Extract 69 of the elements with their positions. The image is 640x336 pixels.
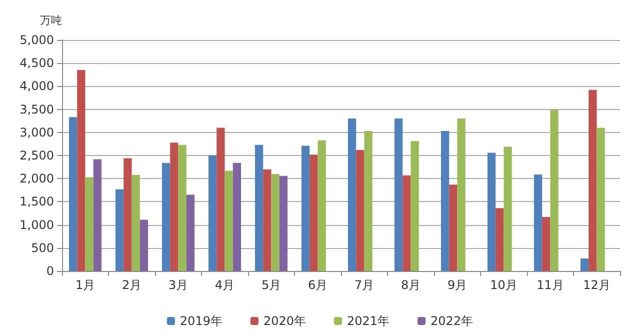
legend-label: 2021年 <box>347 314 390 328</box>
bar <box>162 162 170 271</box>
bar <box>318 140 326 271</box>
bar <box>254 144 264 271</box>
y-tick-label: 5,000 <box>20 33 54 47</box>
x-tick-label: 6月 <box>308 278 328 292</box>
bar <box>504 146 512 271</box>
bar <box>232 162 242 271</box>
bar <box>550 110 558 271</box>
bar <box>271 174 280 271</box>
y-tick-label: 4,000 <box>20 79 54 94</box>
legend-label: 2020年 <box>263 314 306 328</box>
y-tick-label: 1,000 <box>20 218 54 232</box>
bar <box>263 169 272 271</box>
bar <box>186 194 195 271</box>
bar <box>132 174 140 271</box>
y-tick-label: 4,500 <box>20 56 54 70</box>
x-tick-label: 5月 <box>261 278 282 292</box>
bar <box>402 175 411 271</box>
bar <box>440 131 450 271</box>
bar <box>279 176 288 271</box>
y-tick-label: 500 <box>31 240 54 255</box>
bar <box>356 150 364 271</box>
x-tick-label: 9月 <box>447 278 468 292</box>
x-tick-label: 4月 <box>214 278 235 292</box>
bar <box>301 146 310 271</box>
x-tick-label: 11月 <box>536 278 564 292</box>
legend-label: 2022年 <box>430 314 474 328</box>
x-tick-label: 3月 <box>168 278 188 292</box>
bar <box>496 208 504 271</box>
bar <box>534 174 542 271</box>
y-tick-label: 3,500 <box>20 102 54 116</box>
bar <box>364 131 372 271</box>
bar <box>178 144 186 271</box>
bar <box>348 118 356 271</box>
bar <box>115 189 124 271</box>
x-tick-label: 1月 <box>75 278 96 292</box>
y-axis-title: 万吨 <box>40 14 62 27</box>
y-tick-label: 3,000 <box>20 125 54 140</box>
bar <box>124 158 132 271</box>
bar <box>77 70 86 271</box>
bar <box>580 258 589 271</box>
y-tick-label: 0 <box>46 264 54 278</box>
y-tick-label: 2,500 <box>20 148 54 162</box>
bar <box>93 159 102 271</box>
bar <box>394 118 403 271</box>
bar <box>140 220 148 271</box>
bar <box>224 170 233 271</box>
y-tick-label: 1,500 <box>20 194 54 209</box>
bar <box>68 117 78 271</box>
bar <box>170 142 178 271</box>
bar <box>487 152 496 271</box>
x-tick-label: 12月 <box>583 278 610 292</box>
bar <box>596 128 605 271</box>
bar <box>208 156 217 271</box>
y-tick-label: 2,000 <box>20 172 54 186</box>
x-tick-label: 10月 <box>490 278 518 292</box>
x-tick-label: 7月 <box>354 278 374 292</box>
bar <box>85 177 94 271</box>
bar <box>410 141 419 271</box>
bar <box>216 128 225 271</box>
bar <box>588 90 597 271</box>
bar <box>310 154 318 271</box>
x-tick-label: 2月 <box>122 278 142 292</box>
bar <box>457 118 466 271</box>
bar <box>449 184 458 271</box>
x-tick-label: 8月 <box>400 278 421 292</box>
bar <box>542 216 550 271</box>
legend-label: 2019年 <box>180 314 222 328</box>
